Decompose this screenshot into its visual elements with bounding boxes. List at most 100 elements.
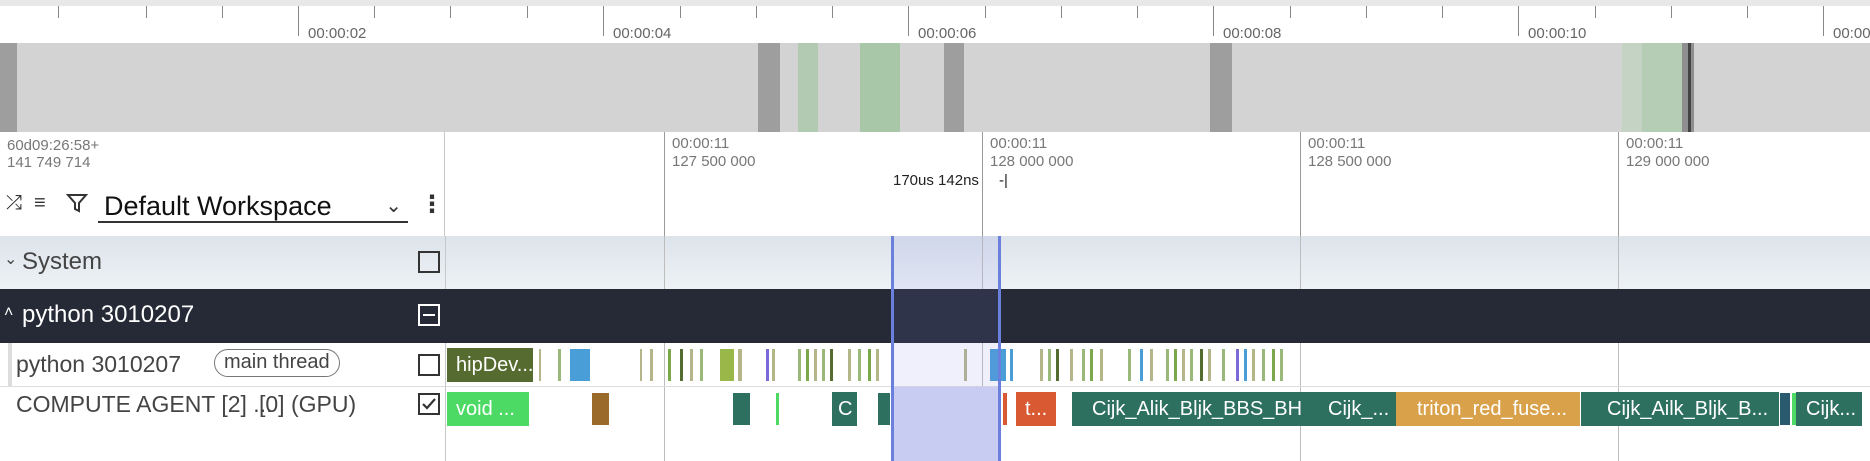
kebab-icon[interactable]: ⋮ — [420, 191, 444, 218]
trace-slice[interactable] — [650, 349, 653, 381]
trace-slice[interactable] — [1010, 349, 1013, 381]
overview-activity-block — [1642, 43, 1682, 132]
trace-slice[interactable] — [1082, 349, 1085, 381]
grid-line — [1618, 343, 1619, 386]
chevron-down-icon: ⌄ — [385, 195, 402, 217]
overview-minor-tick — [1595, 6, 1596, 18]
trace-slice[interactable] — [1056, 349, 1059, 381]
trace-slice[interactable] — [1166, 349, 1169, 381]
track-thread[interactable]: python 3010207 main thread hipDev... — [0, 343, 1870, 461]
trace-slice[interactable] — [700, 349, 703, 381]
track-checkbox-partial[interactable] — [418, 304, 440, 326]
trace-slice[interactable] — [806, 349, 809, 381]
track-checkbox[interactable] — [418, 251, 440, 273]
trace-slice[interactable] — [814, 349, 817, 381]
gpu-slice[interactable]: t... — [1016, 392, 1056, 426]
trace-slice[interactable] — [1040, 349, 1043, 381]
trace-slice[interactable] — [1090, 349, 1093, 381]
trace-slice[interactable] — [1262, 349, 1265, 381]
selection-end-line[interactable] — [998, 236, 1001, 461]
trace-slice[interactable] — [690, 349, 693, 381]
overview-minor-tick — [1061, 6, 1062, 18]
trace-slice[interactable] — [1174, 349, 1177, 381]
trace-slice[interactable] — [1150, 349, 1153, 381]
gpu-slice[interactable] — [878, 393, 890, 425]
trace-slice[interactable] — [1200, 349, 1203, 381]
trace-slice[interactable] — [822, 349, 825, 381]
track-group-process[interactable]: ˄ python 3010207 — [0, 289, 1870, 343]
trace-slice[interactable] — [830, 349, 833, 381]
trace-slice[interactable] — [1190, 349, 1193, 381]
trace-slice[interactable] — [1100, 349, 1103, 381]
trace-slice[interactable] — [858, 349, 861, 381]
chevron-down-icon[interactable]: ⌄ — [4, 251, 18, 268]
trace-slice[interactable] — [1244, 349, 1247, 381]
gpu-slice[interactable]: Cijk_Ailk_Bljk_B... — [1581, 392, 1779, 426]
gpu-slice[interactable]: C — [832, 392, 857, 426]
gpu-slice[interactable] — [733, 393, 750, 425]
grid-line — [982, 343, 983, 386]
trace-slice[interactable] — [798, 349, 801, 381]
trace-slice[interactable] — [848, 349, 851, 381]
trace-slice[interactable] — [539, 349, 541, 381]
overview-tick-label: 00:00:12 — [1833, 25, 1870, 42]
gpu-slice[interactable] — [1003, 393, 1007, 425]
gpu-slice[interactable]: void ... — [447, 392, 529, 426]
trace-slice[interactable] — [1272, 349, 1275, 381]
trace-slice[interactable] — [1140, 349, 1143, 381]
chevron-up-icon[interactable]: ˄ — [4, 304, 14, 321]
overview-activity-block — [1210, 43, 1232, 132]
trace-slice[interactable] — [1070, 349, 1073, 381]
grid-line — [664, 236, 665, 289]
gpu-slice[interactable]: triton_red_fuse... — [1396, 392, 1580, 426]
trace-slice[interactable] — [1222, 349, 1225, 381]
track-label: python 3010207 — [16, 351, 181, 377]
selection-start-line[interactable] — [891, 236, 894, 461]
trace-slice[interactable] — [738, 349, 742, 381]
trace-slice[interactable] — [680, 349, 683, 381]
trace-slice[interactable] — [1252, 349, 1255, 381]
workspace-select[interactable]: Default Workspace ⌄ — [98, 187, 408, 223]
track-group-system[interactable]: ⌄ System — [0, 236, 1870, 289]
minus-icon — [423, 314, 435, 316]
trace-slice[interactable] — [1236, 349, 1239, 381]
trace-slice[interactable] — [772, 349, 775, 381]
trace-slice[interactable] — [1182, 349, 1185, 381]
filter-icon[interactable] — [65, 192, 89, 220]
timeline-ruler[interactable]: 00:00:11 127 500 000 00:00:11 128 000 00… — [446, 132, 1870, 236]
gpu-slice[interactable] — [1780, 393, 1790, 425]
track-checkbox[interactable] — [418, 354, 440, 376]
trace-slice[interactable] — [964, 349, 967, 381]
trace-slice[interactable]: hipDev... — [447, 348, 533, 382]
trace-slice[interactable] — [1208, 349, 1211, 381]
trace-slice[interactable] — [1128, 349, 1131, 381]
trace-slice[interactable] — [1048, 349, 1051, 381]
trace-slice[interactable] — [868, 349, 871, 381]
collapse-all-icon[interactable]: ⤮ — [6, 192, 22, 214]
overview-tick-label: 00:00:04 — [613, 25, 672, 42]
gpu-slice[interactable] — [776, 393, 779, 425]
overview-minor-tick — [756, 6, 757, 18]
trace-slice[interactable] — [766, 349, 769, 381]
gpu-slice[interactable] — [1792, 393, 1796, 425]
overview-activity-block — [758, 43, 780, 132]
track-controls-header: 60d09:26:58+ 141 749 714 ⤮ ≡ Default Wor… — [0, 132, 445, 236]
gpu-slice[interactable]: Cijk... — [1796, 392, 1862, 426]
trace-slice[interactable] — [720, 349, 734, 381]
overview-major-tick — [298, 6, 299, 36]
overview-ruler[interactable]: 00:00:02 00:00:04 00:00:06 00:00:08 00:0… — [0, 0, 1870, 43]
overview-viewport-marker[interactable] — [1688, 43, 1691, 132]
gpu-slice[interactable] — [592, 393, 609, 425]
trace-slice[interactable] — [640, 349, 642, 381]
trace-slice[interactable] — [570, 349, 590, 381]
trace-slice[interactable] — [668, 349, 671, 381]
overview-strip[interactable] — [0, 43, 1870, 132]
trace-slice[interactable] — [558, 349, 561, 381]
trace-slice[interactable] — [876, 349, 879, 381]
list-icon[interactable]: ≡ — [34, 192, 46, 214]
gpu-slice[interactable]: Cijk_... — [1302, 392, 1396, 426]
track-checkbox-checked[interactable] — [418, 393, 440, 415]
trace-slice[interactable] — [1280, 349, 1283, 381]
gpu-slice[interactable]: Cijk_Alik_Bljk_BBS_BH... — [1072, 392, 1302, 426]
track-label: COMPUTE AGENT [2] ... — [16, 391, 273, 417]
